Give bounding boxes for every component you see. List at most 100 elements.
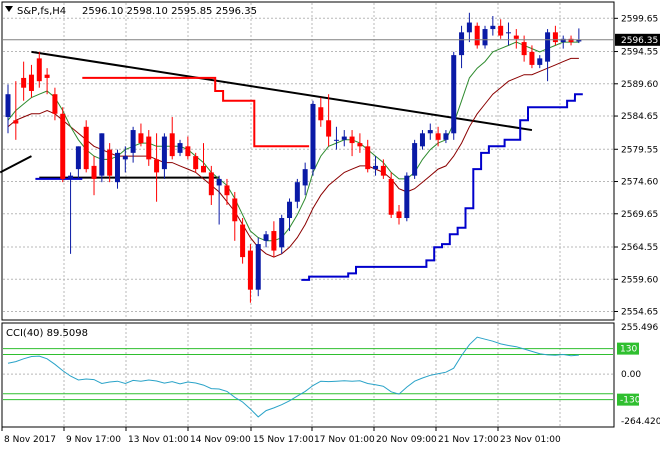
candle[interactable] (333, 126, 339, 150)
candle-body (310, 103, 316, 170)
candle[interactable] (466, 12, 472, 43)
candle-body (52, 94, 58, 114)
candle[interactable] (75, 146, 81, 179)
candle-body (91, 165, 97, 179)
candle[interactable] (201, 143, 206, 173)
candle[interactable] (513, 29, 519, 49)
candle[interactable] (114, 149, 120, 189)
price-panel[interactable] (0, 1, 615, 321)
candle[interactable] (388, 172, 394, 219)
candle-body (154, 159, 160, 173)
candle[interactable] (435, 126, 441, 147)
candle[interactable] (380, 159, 386, 179)
candle[interactable] (240, 218, 246, 264)
candle[interactable] (560, 35, 566, 49)
candle[interactable] (357, 133, 363, 153)
candle[interactable] (427, 123, 433, 140)
candle[interactable] (208, 165, 214, 205)
candle[interactable] (169, 117, 175, 160)
candle[interactable] (498, 19, 504, 39)
candle[interactable] (529, 45, 535, 69)
candle[interactable] (490, 16, 496, 36)
candle[interactable] (349, 130, 355, 157)
candle[interactable] (404, 172, 410, 222)
candle-body (482, 29, 488, 46)
candle[interactable] (247, 244, 253, 303)
candle[interactable] (60, 107, 66, 183)
candle[interactable] (5, 84, 11, 134)
candle[interactable] (255, 237, 261, 297)
candle[interactable] (505, 22, 511, 46)
candle-body (576, 39, 582, 42)
candle[interactable] (83, 120, 89, 173)
candle[interactable] (154, 133, 160, 202)
candle-body (294, 182, 300, 202)
candle[interactable] (91, 156, 97, 196)
candle[interactable] (263, 231, 269, 248)
candle-body (232, 198, 238, 222)
symbol-label: S&P,fs,H4 (17, 6, 66, 17)
candle[interactable] (138, 123, 144, 147)
current-price-text: 2596.35 (621, 36, 658, 46)
candle[interactable] (412, 139, 418, 179)
cci-levels (3, 348, 613, 401)
candle[interactable] (130, 126, 136, 163)
candle[interactable] (443, 130, 449, 144)
candle[interactable] (318, 97, 324, 127)
candle[interactable] (122, 146, 128, 173)
time-tick-label: 9 Nov 17:00 (66, 435, 121, 445)
candle[interactable] (294, 178, 300, 209)
candle[interactable] (107, 143, 113, 183)
candle-body (302, 169, 308, 186)
time-tick-label: 15 Nov 17:00 (253, 435, 314, 445)
candle[interactable] (545, 29, 551, 82)
candle[interactable] (36, 51, 42, 88)
candle[interactable] (568, 35, 574, 46)
candle[interactable] (373, 156, 379, 176)
candle[interactable] (193, 152, 199, 173)
candle[interactable] (21, 61, 27, 101)
cci-tick-label: -264.4208 (621, 417, 660, 427)
candle[interactable] (482, 25, 488, 49)
candle[interactable] (161, 133, 167, 179)
candle[interactable] (177, 139, 183, 157)
candle[interactable] (451, 51, 457, 140)
candle[interactable] (341, 130, 347, 147)
price-tick-label: 2579.55 (621, 145, 658, 155)
candle[interactable] (365, 139, 371, 173)
candle[interactable] (13, 81, 19, 140)
candle[interactable] (459, 25, 465, 69)
candle[interactable] (146, 130, 152, 166)
candle[interactable] (271, 221, 277, 258)
candle[interactable] (396, 204, 402, 225)
candle[interactable] (28, 64, 34, 98)
candle[interactable] (302, 162, 308, 196)
band-layer (35, 76, 583, 281)
candle-body (388, 178, 394, 215)
candle[interactable] (185, 136, 191, 160)
candle[interactable] (537, 55, 543, 69)
candle[interactable] (419, 130, 425, 150)
candle-body (99, 133, 105, 176)
candle[interactable] (474, 22, 480, 49)
candle[interactable] (310, 100, 316, 176)
candle[interactable] (326, 94, 332, 147)
cci-panel[interactable]: CCI(40) 89.5098 (1, 322, 615, 428)
candle[interactable] (216, 175, 222, 225)
candle[interactable] (52, 87, 58, 121)
candle[interactable] (68, 172, 74, 254)
candle[interactable] (552, 25, 558, 46)
candle[interactable] (279, 214, 285, 254)
candle-body (474, 25, 480, 46)
candle[interactable] (224, 178, 230, 205)
candle[interactable] (99, 133, 105, 183)
triangle-down-icon[interactable] (5, 6, 13, 12)
candle[interactable] (576, 28, 582, 44)
candle[interactable] (232, 191, 238, 241)
time-tick-label: 8 Nov 2017 (4, 435, 56, 445)
candle[interactable] (44, 68, 50, 95)
candle[interactable] (287, 198, 293, 232)
trendline[interactable] (31, 50, 533, 132)
trendline[interactable] (0, 155, 32, 174)
